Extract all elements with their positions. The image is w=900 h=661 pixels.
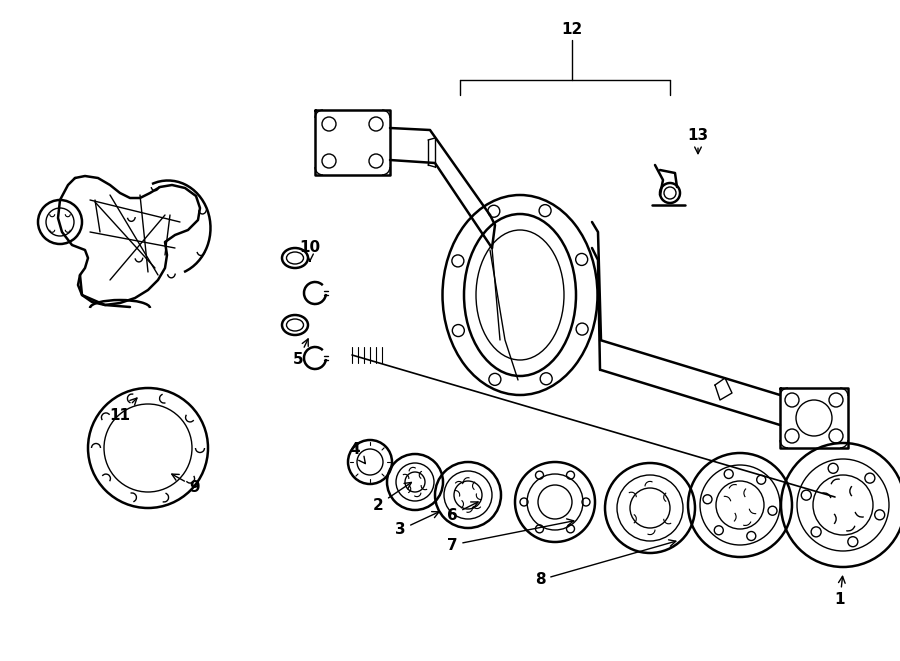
Text: 7: 7 <box>446 519 574 553</box>
Text: 2: 2 <box>373 483 411 512</box>
Text: 8: 8 <box>535 540 676 588</box>
Text: 6: 6 <box>446 502 478 522</box>
Text: 9: 9 <box>172 474 201 494</box>
Text: 4: 4 <box>350 442 365 463</box>
Text: 5: 5 <box>292 339 308 368</box>
Text: 1: 1 <box>835 576 845 607</box>
Text: 10: 10 <box>300 241 320 261</box>
Text: 12: 12 <box>562 22 582 38</box>
Text: 3: 3 <box>395 512 439 537</box>
Text: 13: 13 <box>688 128 708 153</box>
Text: 11: 11 <box>110 398 137 422</box>
